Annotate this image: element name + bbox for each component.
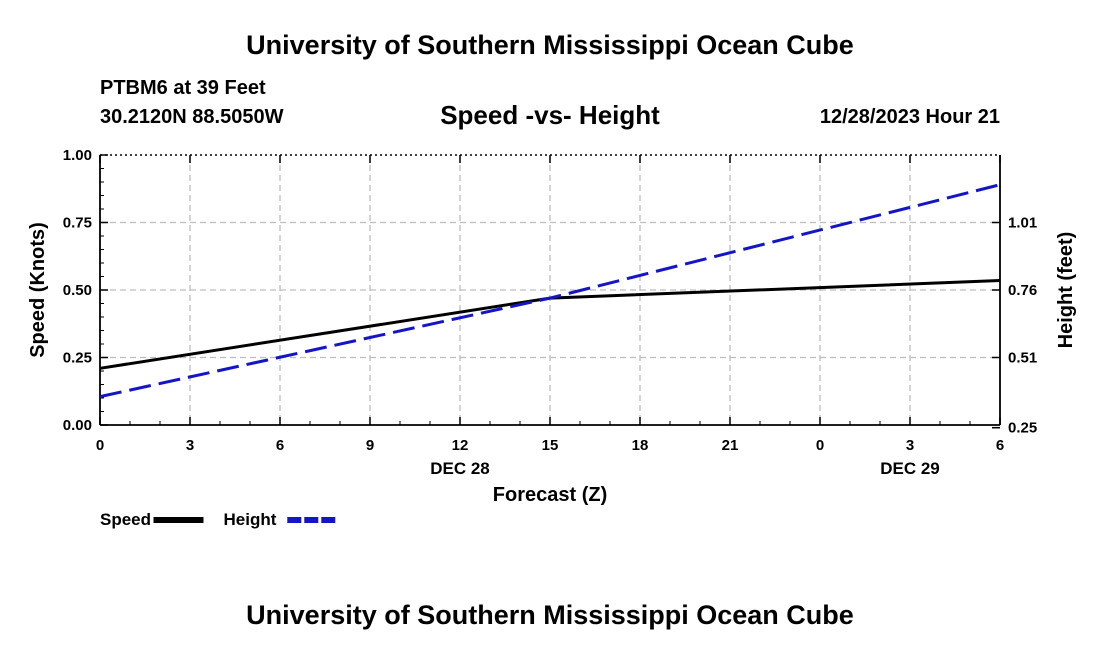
y2-tick-label: 0.76 <box>1008 282 1037 299</box>
x-tick-label: 12 <box>452 437 469 454</box>
x-tick-label: 3 <box>906 437 914 454</box>
y2-axis-title: Height (feet) <box>1055 232 1077 349</box>
x-tick-label: 6 <box>276 437 284 454</box>
x-tick-label: 6 <box>996 437 1004 454</box>
y-tick-label: 0.25 <box>63 350 92 367</box>
y-axis-title: Speed (Knots) <box>27 222 49 358</box>
forecast-datetime: 12/28/2023 Hour 21 <box>819 106 1000 128</box>
x-tick-label: 3 <box>186 437 194 454</box>
y-tick-label: 0.50 <box>63 282 92 299</box>
station-coordinates: 30.2120N 88.5050W <box>100 106 284 128</box>
x-tick-label: 0 <box>816 437 824 454</box>
chart-title: Speed -vs- Height <box>440 100 660 130</box>
station-label: PTBM6 at 39 Feet <box>100 77 266 99</box>
y2-tick-label: 1.01 <box>1008 215 1037 232</box>
x-tick-label: 0 <box>96 437 104 454</box>
y-tick-label: 0.75 <box>63 215 92 232</box>
x-tick-label: 9 <box>366 437 374 454</box>
x-tick-label: 15 <box>542 437 559 454</box>
footer-title: University of Southern Mississippi Ocean… <box>246 600 854 630</box>
y2-tick-label: 0.51 <box>1008 350 1037 367</box>
x-tick-label: 21 <box>722 437 739 454</box>
page-title: University of Southern Mississippi Ocean… <box>246 30 854 60</box>
y-tick-label: 1.00 <box>63 147 92 164</box>
y2-tick-label: 0.25 <box>1008 420 1037 437</box>
x-date-label: DEC 29 <box>880 459 940 478</box>
legend-label-speed: Speed <box>100 510 151 529</box>
x-axis-title: Forecast (Z) <box>493 484 607 506</box>
x-tick-label: 18 <box>632 437 649 454</box>
series-line-height <box>99 183 1001 399</box>
legend-label-height: Height <box>224 510 277 529</box>
x-date-label: DEC 28 <box>430 459 490 478</box>
y-tick-label: 0.00 <box>63 417 92 434</box>
